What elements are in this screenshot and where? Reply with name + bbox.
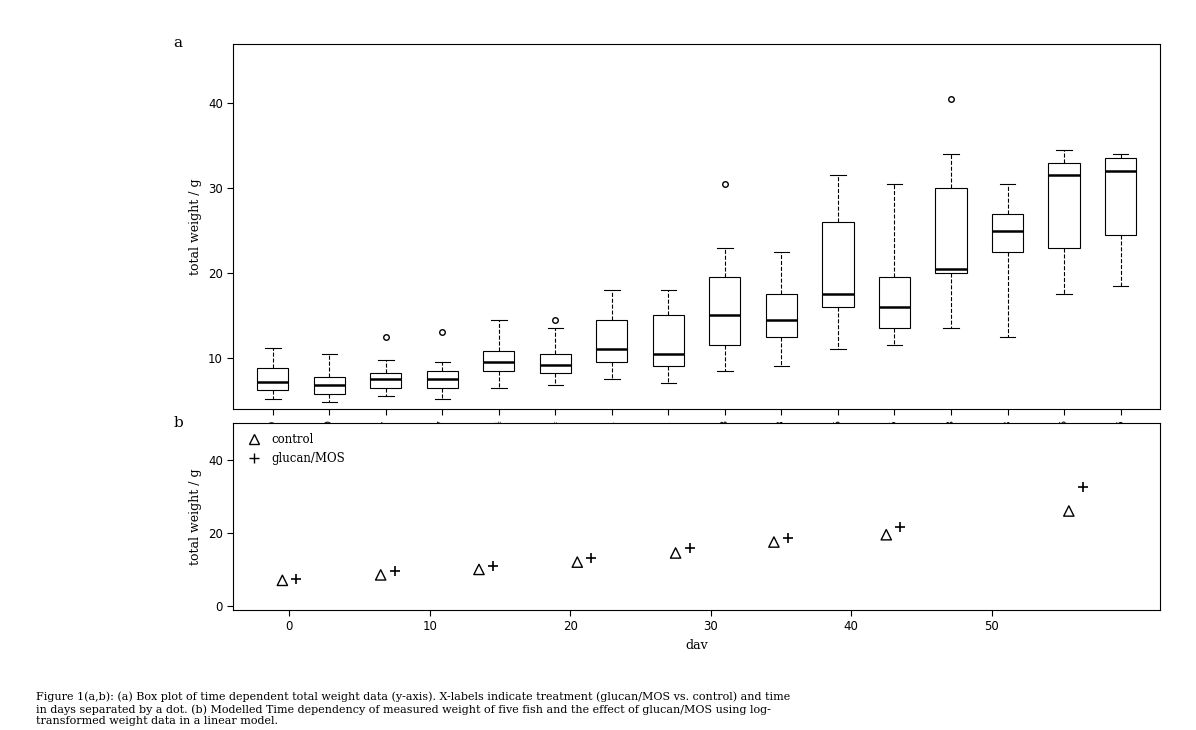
Point xyxy=(1060,505,1079,517)
PathPatch shape xyxy=(653,315,684,366)
Point xyxy=(483,560,502,572)
PathPatch shape xyxy=(823,222,854,307)
Point xyxy=(469,564,488,575)
PathPatch shape xyxy=(539,353,570,373)
PathPatch shape xyxy=(257,368,288,390)
Legend: control, glucan/MOS: control, glucan/MOS xyxy=(239,429,348,468)
PathPatch shape xyxy=(1105,158,1136,235)
Text: a: a xyxy=(173,36,183,50)
PathPatch shape xyxy=(1049,163,1080,247)
PathPatch shape xyxy=(709,277,740,345)
Point xyxy=(385,565,404,577)
Point xyxy=(287,572,306,584)
PathPatch shape xyxy=(765,294,797,337)
X-axis label: dav: dav xyxy=(685,639,708,651)
Point xyxy=(581,553,600,564)
Text: b: b xyxy=(173,416,183,430)
PathPatch shape xyxy=(935,188,966,273)
Point xyxy=(877,529,896,540)
PathPatch shape xyxy=(597,320,628,362)
PathPatch shape xyxy=(313,377,344,393)
Point xyxy=(891,521,910,533)
Point xyxy=(779,532,798,544)
Point xyxy=(371,569,390,581)
Point xyxy=(764,536,783,548)
PathPatch shape xyxy=(483,351,514,371)
Point xyxy=(568,556,587,568)
Y-axis label: total weight / g: total weight / g xyxy=(189,468,202,565)
Point xyxy=(681,542,700,553)
Text: Figure 1(a,b): (a) Box plot of time dependent total weight data (y-axis). X-labe: Figure 1(a,b): (a) Box plot of time depe… xyxy=(36,692,791,726)
PathPatch shape xyxy=(991,214,1023,252)
Y-axis label: total weight / g: total weight / g xyxy=(189,178,202,274)
Point xyxy=(273,575,292,586)
PathPatch shape xyxy=(371,373,402,388)
Point xyxy=(666,548,685,559)
Point xyxy=(1073,482,1092,493)
PathPatch shape xyxy=(879,277,910,328)
PathPatch shape xyxy=(427,371,458,388)
